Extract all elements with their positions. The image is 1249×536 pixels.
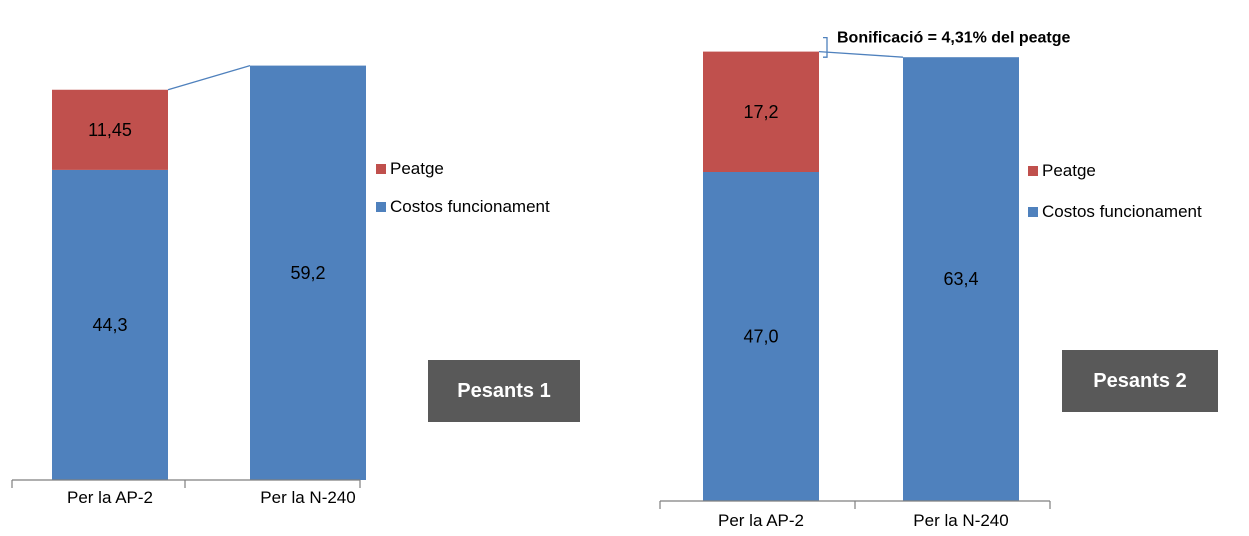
- panel-label-pesants-2: Pesants 2: [1062, 350, 1218, 412]
- chart1-bar-2-costos: [250, 65, 366, 480]
- chart2-label-2-costos: 63,4: [943, 269, 978, 289]
- chart2-legend-swatch-1: [1028, 166, 1038, 176]
- chart1-label-2-costos: 59,2: [290, 263, 325, 283]
- chart2-annotation: Bonificació = 4,31% del peatge: [837, 30, 1071, 47]
- chart1-label-1-peatge: 11,45: [88, 120, 132, 140]
- chart2-category-label-2: Per la N-240: [913, 511, 1008, 530]
- chart1-legend-entry-2: Costos funcionament: [390, 197, 550, 216]
- chart2-annotation-bracket: [823, 36, 828, 58]
- chart2-label-1-peatge: 17,2: [743, 102, 778, 122]
- chart2-bar-1-peatge: [703, 51, 819, 172]
- chart1-connector-line: [167, 64, 251, 91]
- panel-label-pesants-1: Pesants 1: [428, 360, 580, 422]
- chart2-legend-entry-2: Costos funcionament: [1042, 202, 1202, 221]
- chart2-connector-line: [818, 50, 904, 58]
- chart1-bar-1-costos: [52, 169, 168, 480]
- chart1-legend-entry-1: Peatge: [390, 159, 444, 178]
- chart1-legend-swatch-2: [376, 202, 386, 212]
- chart2-legend-entry-1: Peatge: [1042, 161, 1096, 180]
- chart1-legend-swatch-1: [376, 164, 386, 174]
- chart2-label-1-costos: 47,0: [743, 327, 778, 347]
- chart1-category-label-2: Per la N-240: [260, 488, 355, 507]
- chart1-label-1-costos: 44,3: [92, 315, 127, 335]
- chart1-category-label-1: Per la AP-2: [67, 488, 153, 507]
- chart1-bar-1-peatge: [52, 89, 168, 170]
- chart2-category-label-1: Per la AP-2: [718, 511, 804, 530]
- chart2-legend-swatch-2: [1028, 207, 1038, 217]
- chart2-bar-2-costos: [903, 57, 1019, 501]
- chart2-bar-1-costos: [703, 172, 819, 501]
